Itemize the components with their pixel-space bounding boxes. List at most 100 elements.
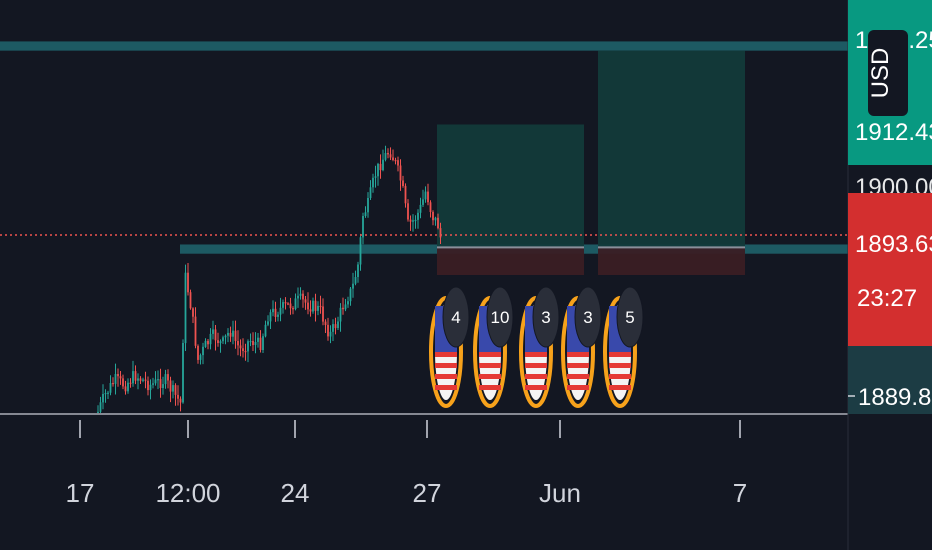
- candle-body: [154, 379, 157, 384]
- candle-body: [284, 302, 287, 304]
- candle-body: [317, 305, 319, 311]
- event-count-badge: [486, 286, 514, 348]
- event-count-badge: [442, 286, 470, 348]
- candle-body: [119, 376, 122, 379]
- candle-body: [204, 340, 207, 347]
- position-2-profit-area: [598, 50, 745, 248]
- event-count-badge: [574, 286, 602, 348]
- candle-body: [142, 379, 144, 381]
- candle-body: [272, 308, 274, 313]
- candle-body: [212, 329, 214, 334]
- candle-body: [117, 374, 119, 377]
- position-1-loss-area: [437, 247, 584, 276]
- candle-body: [394, 160, 397, 162]
- candle-body: [124, 386, 127, 392]
- candle-body: [264, 324, 267, 337]
- current-price-label: 1893.635: [855, 231, 932, 258]
- candle-body: [347, 301, 349, 305]
- candle-body: [414, 219, 417, 222]
- candle-body: [152, 383, 154, 385]
- candle-body: [289, 303, 292, 309]
- candle-body: [372, 177, 374, 188]
- currency-button[interactable]: [868, 30, 908, 116]
- candle-body: [434, 217, 437, 221]
- candle-body: [234, 330, 237, 341]
- candle-body: [369, 187, 372, 198]
- economic-event-4[interactable]: 3: [561, 286, 602, 408]
- candle-body: [177, 394, 179, 399]
- red-tag-bg: [848, 193, 932, 346]
- flag-stripe: [609, 352, 631, 357]
- candle-body: [279, 307, 282, 315]
- candle-body: [254, 342, 257, 345]
- candle-body: [379, 163, 382, 171]
- candle-body: [219, 341, 222, 344]
- candle-body: [169, 380, 172, 392]
- flag-stripe: [435, 363, 457, 368]
- price-axis[interactable]: 1920.255 1912.430 USD 1900.000 1893.635 …: [848, 0, 932, 414]
- event-count-badge: [616, 286, 644, 348]
- candle-body: [334, 324, 337, 329]
- candle-body: [292, 308, 294, 310]
- candle-body: [97, 411, 99, 414]
- candle-body: [252, 341, 254, 345]
- economic-event-1[interactable]: 4: [429, 286, 470, 408]
- position-2[interactable]: [598, 50, 745, 276]
- flag-stripe: [609, 374, 631, 379]
- candle-body: [257, 337, 259, 342]
- candle-body: [402, 180, 404, 186]
- candle-body: [127, 382, 129, 392]
- economic-event-2[interactable]: 10: [473, 286, 514, 408]
- candle-body: [209, 333, 212, 345]
- position-1-profit-area: [437, 124, 584, 248]
- candle-body: [367, 198, 369, 213]
- event-count-label: 10: [491, 308, 510, 327]
- candle-body: [327, 324, 329, 337]
- candle-body: [314, 300, 317, 311]
- candle-body: [387, 153, 389, 155]
- candle-body: [259, 337, 262, 350]
- candle-body: [194, 316, 197, 346]
- candle-body: [362, 216, 364, 238]
- position-2-loss-area: [598, 247, 745, 276]
- candle-body: [104, 393, 107, 395]
- candle-body: [247, 341, 249, 352]
- candle-body: [294, 298, 297, 310]
- candle-body: [184, 272, 187, 344]
- candle-body: [189, 292, 192, 309]
- x-tick-label: 12:00: [155, 478, 220, 508]
- candle-body: [357, 264, 359, 277]
- candle-body: [304, 299, 307, 303]
- economic-event-3[interactable]: 3: [519, 286, 560, 408]
- candle-body: [297, 295, 299, 299]
- flag-stripe: [435, 385, 457, 390]
- candle-body: [122, 378, 124, 387]
- candle-body: [432, 211, 434, 221]
- candle-body: [129, 382, 132, 384]
- x-tick-label: 27: [413, 478, 442, 508]
- flag-stripe: [525, 385, 547, 390]
- economic-event-5[interactable]: 5: [603, 286, 644, 408]
- candle-body: [167, 374, 169, 381]
- candle-body: [239, 345, 242, 349]
- upper-zone[interactable]: [0, 41, 848, 51]
- candle-body: [352, 283, 354, 289]
- flag-stripe: [567, 385, 589, 390]
- candle-body: [149, 384, 152, 391]
- candle-body: [344, 304, 347, 310]
- x-tick-label: Jun: [539, 478, 581, 508]
- flag-stripe: [609, 363, 631, 368]
- candle-body: [269, 312, 272, 322]
- candle-body: [207, 340, 209, 345]
- candle-body: [102, 394, 104, 403]
- candle-body: [137, 378, 139, 381]
- candle-body: [174, 385, 177, 395]
- candle-body: [99, 402, 102, 412]
- event-count-label: 3: [541, 308, 550, 327]
- candle-body: [227, 332, 229, 336]
- candle-body: [229, 332, 232, 337]
- candle-body: [359, 237, 362, 265]
- candle-body: [107, 392, 109, 394]
- position-1[interactable]: [437, 124, 584, 276]
